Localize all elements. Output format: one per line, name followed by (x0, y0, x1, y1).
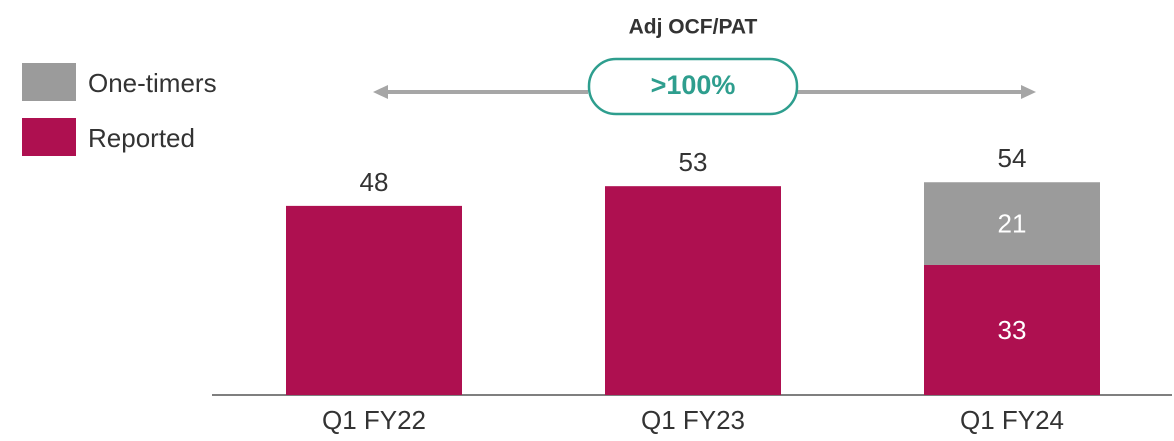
bar-segment (924, 182, 1100, 265)
segment-label: 21 (998, 208, 1027, 238)
arrow-head (1021, 85, 1036, 99)
annotation-pill (587, 57, 799, 116)
annotation-arrows (373, 85, 1036, 99)
annotation-label: >100% (651, 70, 736, 100)
total-label: 54 (998, 143, 1027, 173)
x-tick-label: Q1 FY23 (641, 405, 745, 435)
segment-label: 33 (998, 315, 1027, 345)
legend-label: Reported (88, 123, 195, 153)
arrow-head (373, 85, 388, 99)
total-label: 48 (360, 167, 389, 197)
x-tick-label: Q1 FY24 (960, 405, 1064, 435)
total-label: 53 (679, 147, 708, 177)
legend-swatch (22, 63, 76, 101)
bar-segment (605, 186, 781, 395)
bar-segment (286, 205, 462, 395)
legend-label: One-timers (88, 68, 217, 98)
bar-segment (924, 264, 1100, 395)
legend-swatch (22, 118, 76, 156)
annotation-title: Adj OCF/PAT (629, 16, 758, 39)
x-tick-label: Q1 FY22 (322, 405, 426, 435)
